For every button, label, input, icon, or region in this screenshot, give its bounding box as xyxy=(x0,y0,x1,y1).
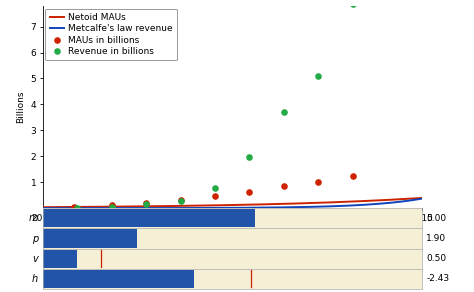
Metcalfe's law revenue xyxy=(315,205,321,208)
Netoid MAUs xyxy=(315,201,321,205)
Metcalfe's law revenue xyxy=(164,206,169,210)
MAUs in billions xyxy=(211,194,219,199)
Netoid MAUs xyxy=(85,205,91,208)
MAUs in billions xyxy=(108,203,115,207)
Revenue in billions xyxy=(108,205,115,209)
Metcalfe's law revenue xyxy=(190,206,196,210)
Revenue in billions xyxy=(73,205,81,210)
Metcalfe's law revenue xyxy=(85,206,91,210)
Metcalfe's law revenue xyxy=(40,206,46,210)
MAUs in billions xyxy=(315,180,322,185)
Netoid MAUs xyxy=(313,201,319,205)
Y-axis label: Billions: Billions xyxy=(16,91,25,123)
Revenue in billions xyxy=(211,186,219,190)
MAUs in billions xyxy=(70,204,77,209)
Revenue in billions xyxy=(177,199,184,204)
Text: -2.43: -2.43 xyxy=(427,274,449,284)
Metcalfe's law revenue xyxy=(313,205,319,208)
MAUs in billions xyxy=(177,198,184,203)
MAUs in billions xyxy=(349,174,357,179)
Netoid MAUs xyxy=(419,196,425,200)
Text: 0.00: 0.00 xyxy=(427,214,447,223)
Line: Metcalfe's law revenue: Metcalfe's law revenue xyxy=(43,199,422,208)
Revenue in billions xyxy=(349,2,357,6)
Text: p: p xyxy=(32,234,38,244)
Revenue in billions xyxy=(246,155,253,159)
MAUs in billions xyxy=(246,190,253,195)
Text: h: h xyxy=(32,274,38,284)
Text: m: m xyxy=(28,213,38,223)
Line: Netoid MAUs: Netoid MAUs xyxy=(43,198,422,207)
Netoid MAUs xyxy=(278,202,284,206)
Text: v: v xyxy=(32,254,38,264)
Revenue in billions xyxy=(142,202,150,206)
Netoid MAUs xyxy=(40,206,46,209)
Netoid MAUs xyxy=(190,204,196,207)
Revenue in billions xyxy=(280,110,288,114)
Netoid MAUs xyxy=(164,204,169,208)
MAUs in billions xyxy=(280,184,288,189)
Revenue in billions xyxy=(315,74,322,79)
Legend: Netoid MAUs, Metcalfe's law revenue, MAUs in billions, Revenue in billions: Netoid MAUs, Metcalfe's law revenue, MAU… xyxy=(46,8,177,60)
Metcalfe's law revenue xyxy=(419,197,425,200)
Text: 0.50: 0.50 xyxy=(427,254,447,263)
Metcalfe's law revenue xyxy=(278,206,284,209)
Text: 1.90: 1.90 xyxy=(427,234,447,243)
MAUs in billions xyxy=(142,201,150,205)
